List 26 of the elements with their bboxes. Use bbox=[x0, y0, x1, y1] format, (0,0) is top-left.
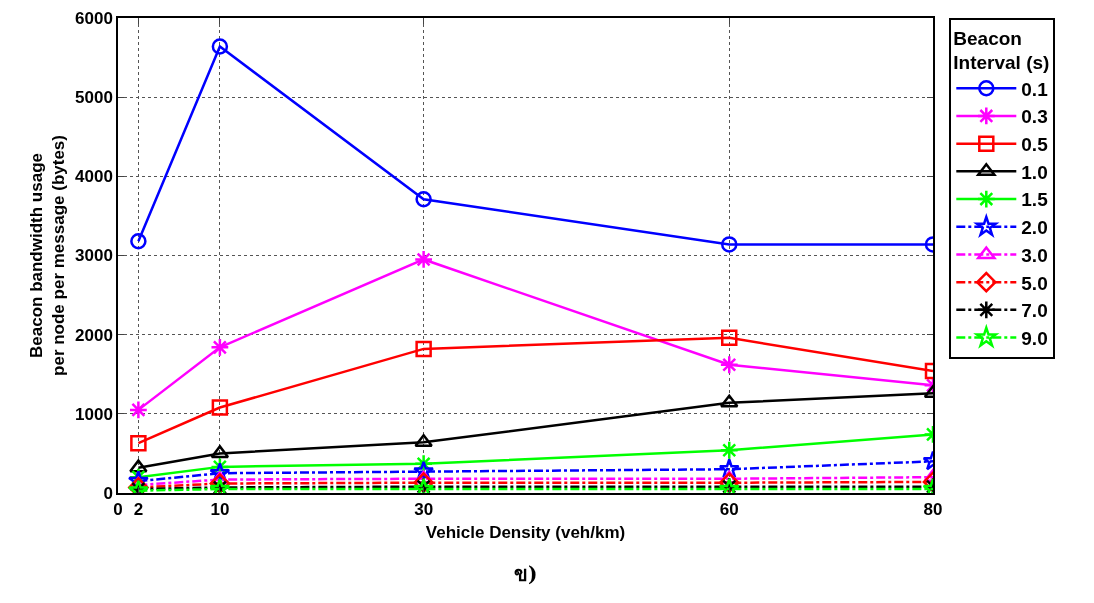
x-tick-label: 2 bbox=[133, 500, 144, 520]
legend-label: 1.0 bbox=[1021, 161, 1048, 183]
y-tick-label: 0 bbox=[103, 483, 113, 503]
y-tick-label: 3000 bbox=[75, 246, 113, 266]
legend-label: 2.0 bbox=[1021, 217, 1048, 239]
legend-title: Beacon Interval (s) bbox=[953, 27, 1050, 74]
y-tick-label: 2000 bbox=[75, 325, 113, 345]
x-axis-title: Vehicle Density (veh/km) bbox=[425, 523, 626, 543]
legend-label: 9.0 bbox=[1021, 327, 1048, 349]
y-tick-label: 4000 bbox=[75, 167, 113, 187]
y-axis-title: Beacon bandwidth usage per node per message (bytes) bbox=[26, 135, 69, 376]
legend-label: 7.0 bbox=[1021, 300, 1048, 322]
legend-label: 5.0 bbox=[1021, 272, 1048, 294]
legend-label: 0.1 bbox=[1021, 78, 1049, 100]
legend-label: 3.0 bbox=[1021, 244, 1048, 266]
text: ข) bbox=[514, 562, 538, 586]
x-tick-label: 30 bbox=[414, 500, 434, 520]
x-tick-label: 10 bbox=[210, 500, 230, 520]
y-tick-label: 1000 bbox=[75, 404, 113, 424]
legend-label: 1.5 bbox=[1021, 189, 1049, 211]
legend-label: 0.5 bbox=[1021, 134, 1049, 156]
x-tick-label: 60 bbox=[719, 500, 739, 520]
y-tick-label: 6000 bbox=[75, 8, 113, 28]
legend-label: 0.3 bbox=[1021, 106, 1048, 128]
y-tick-label: 5000 bbox=[75, 88, 113, 108]
x-tick-label: 80 bbox=[923, 500, 943, 520]
